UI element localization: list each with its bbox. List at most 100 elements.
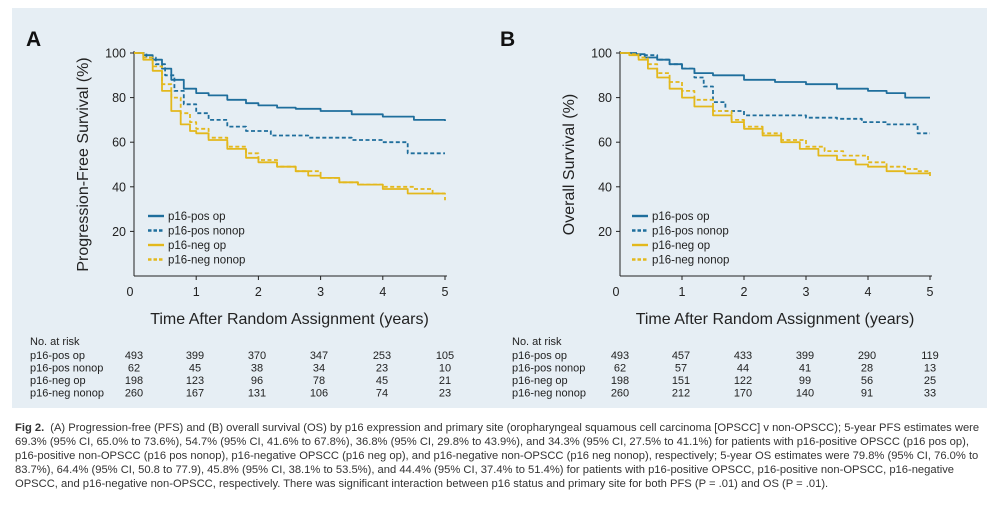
panel-a-at-risk-value: 105 [436, 350, 454, 362]
panel-b-at-risk-value: 13 [924, 363, 936, 375]
panel-b-x-tick-label: 1 [679, 285, 686, 299]
panel-a-at-risk-value: 106 [310, 388, 328, 400]
panel-a-at-risk-value: 10 [439, 363, 451, 375]
panel-a-at-risk-value: 198 [125, 375, 143, 387]
panel-b-series-p16-pos-op [620, 52, 930, 99]
panel-a-at-risk-row-label: p16-pos nonop [30, 363, 103, 375]
panel-a-at-risk-row-label: p16-neg nonop [30, 388, 104, 400]
panel-a-x-tick-label: 5 [442, 285, 449, 299]
panel-b-x-axis-title: Time After Random Assignment (years) [636, 311, 915, 328]
panel-b-at-risk-value: 290 [858, 350, 876, 362]
panel-b-at-risk-value: 33 [924, 388, 936, 400]
figure-panel: A 20 40 60 80 100 0 1 2 3 4 5 Time After Random Assi… [12, 8, 987, 408]
panel-a-y-tick-label: 60 [112, 136, 126, 150]
panel-b-at-risk-value: 493 [611, 350, 629, 362]
panel-b-at-risk-title: No. at risk [512, 336, 562, 348]
panel-a-legend-label: p16-neg op [168, 240, 226, 252]
panel-a-at-risk-row-label: p16-pos op [30, 350, 85, 362]
panel-b-legend-label: p16-pos nonop [652, 226, 729, 238]
panel-b-at-risk-row-label: p16-pos op [512, 350, 567, 362]
panel-a-at-risk-title: No. at risk [30, 336, 80, 348]
panel-b-x-tick-label: 3 [803, 285, 810, 299]
panel-b-at-risk-value: 62 [614, 363, 626, 375]
panel-a-y-tick-label: 40 [112, 180, 126, 194]
panel-a-x-tick-label: 1 [193, 285, 200, 299]
panel-b-y-tick-label: 60 [598, 136, 612, 150]
caption-text: (A) Progression-free (PFS) and (B) overa… [15, 422, 980, 490]
panel-a-legend-label: p16-pos nonop [168, 226, 245, 238]
panel-a-at-risk-value: 131 [248, 388, 266, 400]
panel-a-at-risk-value: 123 [186, 375, 204, 387]
panel-a-at-risk-value: 45 [189, 363, 201, 375]
panel-a-legend-label: p16-neg nonop [168, 255, 245, 267]
panel-b-at-risk-value: 56 [861, 375, 873, 387]
panel-b-letter: B [500, 28, 515, 51]
panel-a-x-tick-label: 2 [255, 285, 262, 299]
caption-label: Fig 2. [15, 422, 45, 434]
panel-b-y-tick-label: 80 [598, 91, 612, 105]
panel-a-at-risk-value: 23 [439, 388, 451, 400]
panel-b-at-risk-value: 457 [672, 350, 690, 362]
panel-b-at-risk-value: 151 [672, 375, 690, 387]
panel-b-legend-label: p16-neg op [652, 240, 710, 252]
figure-caption: Fig 2. (A) Progression-free (PFS) and (B)… [15, 421, 985, 491]
panel-a-y-axis-title: Progression-Free Survival (%) [75, 57, 92, 271]
panel-a-at-risk-value: 167 [186, 388, 204, 400]
panel-a-letter: A [26, 28, 41, 51]
panel-a-x-tick-label: 0 [127, 285, 134, 299]
panel-b-at-risk-value: 41 [799, 363, 811, 375]
panel-b-series-p16-pos-nonop [620, 52, 930, 135]
panel-b-at-risk-value: 28 [861, 363, 873, 375]
panel-b-at-risk-value: 119 [921, 350, 939, 362]
panel-a-x-tick-label: 4 [379, 285, 386, 299]
panel-b-at-risk-value: 91 [861, 388, 873, 400]
panel-b-at-risk-value: 122 [734, 375, 752, 387]
panel-b-y-tick-label: 100 [591, 47, 612, 61]
panel-a-y-tick-label: 20 [112, 225, 126, 239]
panel-b-at-risk-value: 99 [799, 375, 811, 387]
panel-b-y-tick-label: 20 [598, 225, 612, 239]
panel-a-at-risk-value: 62 [128, 363, 140, 375]
panel-b-legend-label: p16-pos op [652, 211, 710, 223]
panel-b-at-risk-row-label: p16-pos nonop [512, 363, 585, 375]
panel-a-at-risk-value: 78 [313, 375, 325, 387]
panel-a-at-risk-value: 253 [373, 350, 391, 362]
panel-b-x-tick-label: 4 [865, 285, 872, 299]
panel-a-x-axis-title: Time After Random Assignment (years) [150, 311, 429, 328]
panel-a-at-risk-value: 260 [125, 388, 143, 400]
panel-a-at-risk-value: 96 [251, 375, 263, 387]
panel-a-series-p16-neg-op [134, 52, 445, 195]
panel-b-at-risk-value: 170 [734, 388, 752, 400]
panel-b-y-axis-title: Overall Survival (%) [561, 94, 578, 235]
panel-a-series-p16-pos-nonop [134, 52, 445, 155]
panel-a-at-risk-value: 74 [376, 388, 388, 400]
panel-b-at-risk-value: 433 [734, 350, 752, 362]
panel-b-at-risk-value: 44 [737, 363, 749, 375]
panel-a-at-risk-value: 347 [310, 350, 328, 362]
panel-a-legend-label: p16-pos op [168, 211, 226, 223]
panel-a-at-risk-value: 23 [376, 363, 388, 375]
panel-b-x-tick-label: 2 [741, 285, 748, 299]
panel-b-at-risk-value: 260 [611, 388, 629, 400]
panel-b-legend-label: p16-neg nonop [652, 255, 729, 267]
panel-a-series-p16-neg-nonop [134, 52, 446, 201]
panel-a-x-tick-label: 3 [317, 285, 324, 299]
panel-b-at-risk-value: 212 [672, 388, 690, 400]
panel-a-at-risk-value: 38 [251, 363, 263, 375]
panel-b-x-tick-label: 0 [613, 285, 620, 299]
panel-a-at-risk-value: 21 [439, 375, 451, 387]
panel-a-at-risk-value: 45 [376, 375, 388, 387]
panel-b-at-risk-value: 25 [924, 375, 936, 387]
panel-b-y-tick-label: 40 [598, 180, 612, 194]
panel-b-at-risk-row-label: p16-neg op [512, 375, 568, 387]
panel-b-at-risk-value: 140 [796, 388, 814, 400]
panel-b-at-risk-value: 399 [796, 350, 814, 362]
panel-a-at-risk-value: 370 [248, 350, 266, 362]
panel-a-at-risk-value: 493 [125, 350, 143, 362]
panel-a-y-tick-label: 100 [105, 47, 126, 61]
panel-b-series-p16-neg-nonop [620, 52, 931, 178]
panel-b-at-risk-row-label: p16-neg nonop [512, 388, 586, 400]
panel-a-at-risk-value: 399 [186, 350, 204, 362]
panel-b-at-risk-value: 198 [611, 375, 629, 387]
